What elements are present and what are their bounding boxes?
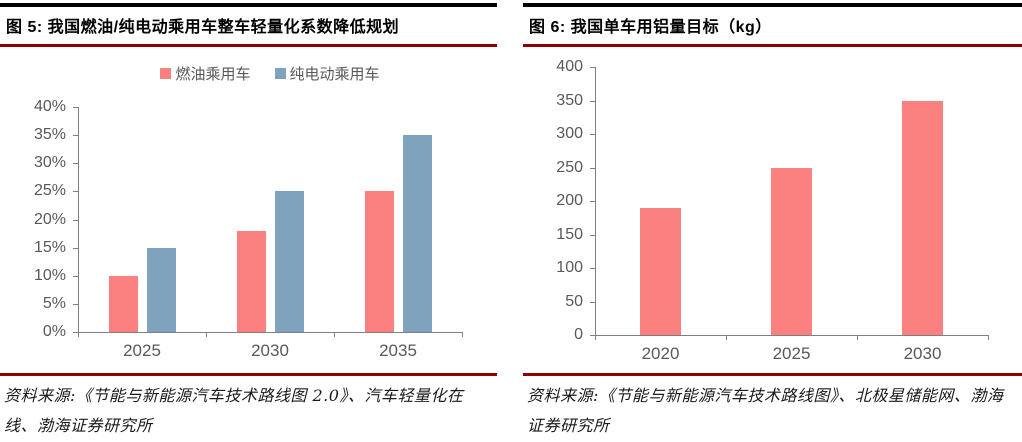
bar-group-2020 — [595, 67, 726, 335]
y-axis-tick — [590, 301, 595, 303]
x-axis-label: 2030 — [903, 344, 942, 363]
y-axis-tick — [73, 219, 78, 221]
bar-group-2025 — [78, 107, 206, 332]
y-axis-tick — [73, 303, 78, 305]
y-axis-label: 400 — [556, 58, 583, 75]
y-axis-tick — [590, 335, 595, 336]
x-axis-label: 2030 — [251, 341, 289, 360]
x-axis-tick — [78, 332, 79, 337]
figure5-source: 资料来源:《节能与新能源汽车技术路线图 2.0》、汽车轻量化在线、渤海证券研究所 — [4, 386, 464, 435]
bar-2020-单车用铝量目标（kg） — [640, 207, 681, 335]
bar-2035-燃油乘用车 — [364, 191, 394, 332]
y-axis-label: 30% — [33, 154, 66, 172]
bar-2030-燃油乘用车 — [236, 230, 266, 332]
y-axis-tick — [590, 201, 595, 202]
bar-2030-单车用铝量目标（kg） — [902, 100, 943, 335]
figure5-header: 图 5: 我国燃油/纯电动乘用车整车轻量化系数降低规划 — [0, 3, 497, 47]
y-axis-label: 15% — [33, 238, 66, 256]
bar-group-2035 — [334, 107, 462, 332]
y-axis-label: 100 — [556, 259, 583, 276]
y-axis-tick — [590, 67, 595, 68]
y-axis-tick — [590, 234, 595, 236]
figure5-title: 图 5: 我国燃油/纯电动乘用车整车轻量化系数降低规划 — [6, 19, 400, 36]
legend-swatch-icon — [160, 68, 172, 79]
y-axis-label: 350 — [556, 91, 583, 109]
y-axis-label: 300 — [556, 125, 583, 142]
figure5-panel: 图 5: 我国燃油/纯电动乘用车整车轻量化系数降低规划 燃油乘用车 纯电动乘用车 0… — [0, 0, 497, 442]
x-axis-tick — [462, 332, 463, 337]
y-axis-tick — [73, 107, 78, 108]
bar-group-2030 — [857, 67, 988, 335]
legend-item-1: 纯电动乘用车 — [274, 63, 380, 84]
figure6-footer: 资料来源:《节能与新能源汽车技术路线图》、北极星储能网、渤海证券研究所 — [523, 373, 1022, 441]
y-axis-line — [78, 107, 79, 333]
y-axis-tick — [73, 247, 78, 249]
x-axis-tick — [595, 335, 596, 340]
legend-label: 燃油乘用车 — [175, 66, 251, 83]
y-axis-tick — [590, 134, 595, 135]
figure6-title: 图 6: 我国单车用铝量目标（kg） — [529, 19, 772, 36]
y-axis-tick — [590, 100, 595, 102]
y-axis-label: 10% — [33, 266, 66, 284]
y-axis-tick — [73, 163, 78, 165]
x-axis-tick — [988, 335, 989, 340]
y-axis-label: 0 — [574, 326, 583, 343]
y-axis-label: 250 — [556, 158, 583, 176]
y-axis-label: 40% — [33, 98, 66, 115]
x-axis-tick — [206, 332, 207, 337]
y-axis-label: 150 — [556, 225, 583, 243]
x-axis-tick — [334, 332, 335, 337]
legend-item-0: 燃油乘用车 — [160, 63, 251, 84]
chart-legend: 燃油乘用车 纯电动乘用车 — [78, 63, 462, 84]
x-axis-label: 2035 — [379, 341, 417, 360]
bar-group-2030 — [206, 107, 334, 332]
figure5-footer: 资料来源:《节能与新能源汽车技术路线图 2.0》、汽车轻量化在线、渤海证券研究所 — [0, 373, 497, 441]
figure5-bar-chart: 燃油乘用车 纯电动乘用车 0% 5% 10% 15% 20% 25% 30% 35% 40% 2025… — [0, 47, 497, 373]
legend-label: 纯电动乘用车 — [289, 66, 380, 83]
y-axis-line — [595, 67, 596, 336]
bar-2025-纯电动乘用车 — [146, 247, 176, 332]
figure6-bar-chart: 0 50 100 150 200 250 300 350 400 2020 2025 2030 — [523, 47, 1022, 373]
y-axis-label: 200 — [556, 192, 583, 209]
x-axis-line — [78, 332, 463, 333]
y-axis-tick — [590, 268, 595, 269]
x-axis-tick — [857, 335, 858, 340]
y-axis-label: 35% — [33, 126, 66, 144]
y-axis-label: 20% — [33, 210, 66, 228]
bar-group-2025 — [726, 67, 857, 335]
bar-2030-纯电动乘用车 — [274, 191, 304, 332]
bar-2035-纯电动乘用车 — [402, 135, 432, 332]
y-axis-label: 25% — [33, 182, 66, 200]
figure6-source: 资料来源:《节能与新能源汽车技术路线图》、北极星储能网、渤海证券研究所 — [527, 386, 1004, 435]
x-axis-label: 2025 — [772, 344, 811, 363]
y-axis-tick — [73, 332, 78, 333]
bar-2025-单车用铝量目标（kg） — [771, 167, 812, 335]
legend-swatch-icon — [274, 68, 286, 79]
y-axis-tick — [73, 135, 78, 137]
x-axis-line — [595, 335, 989, 336]
figure6-panel: 图 6: 我国单车用铝量目标（kg） 0 50 100 150 200 250 300 350… — [523, 0, 1022, 442]
y-axis-tick — [73, 275, 78, 277]
y-axis-label: 50 — [565, 292, 583, 310]
x-axis-tick — [726, 335, 727, 340]
bar-2025-燃油乘用车 — [108, 275, 138, 332]
figure6-header: 图 6: 我国单车用铝量目标（kg） — [523, 3, 1022, 47]
x-axis-label: 2025 — [123, 341, 161, 360]
y-axis-label: 0% — [42, 323, 66, 340]
x-axis-label: 2020 — [641, 344, 680, 363]
y-axis-tick — [73, 191, 78, 193]
y-axis-label: 5% — [42, 294, 66, 312]
y-axis-tick — [590, 167, 595, 169]
